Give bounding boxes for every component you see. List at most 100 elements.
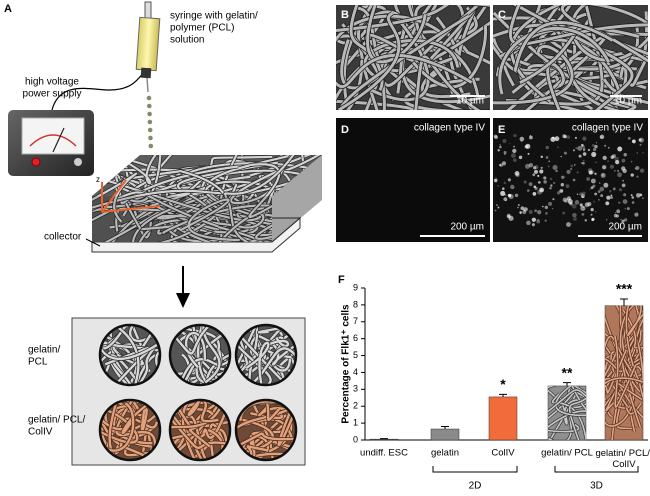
speckle (623, 153, 627, 157)
speckle (554, 136, 560, 142)
panel-label: B (341, 9, 349, 21)
speckle (514, 193, 519, 198)
speckle (564, 198, 569, 203)
speckle (630, 173, 634, 177)
fiber (175, 400, 202, 417)
speckle (562, 211, 566, 215)
speckle (639, 168, 645, 173)
speckle (566, 222, 571, 227)
speckle (584, 202, 590, 208)
speckle (634, 167, 637, 170)
power-dial (21, 117, 85, 155)
speckle (532, 192, 537, 196)
droplet (146, 95, 152, 101)
speckle (636, 152, 638, 154)
speckle (577, 145, 583, 151)
fiber (627, 305, 643, 337)
flow-arrow-head (176, 293, 190, 308)
speckle (544, 205, 549, 210)
group-label: 3D (590, 481, 603, 492)
speckle (622, 199, 628, 204)
fiber (509, 5, 648, 46)
speckle (615, 159, 620, 165)
speckle (589, 170, 595, 175)
speckle (559, 188, 564, 193)
syringe-label: polymer (PCL) (170, 23, 234, 34)
speckle (497, 185, 499, 187)
fiber (170, 403, 224, 435)
speckle (539, 187, 545, 193)
speckle (499, 144, 501, 146)
speckle (610, 155, 615, 159)
speckle (496, 204, 498, 206)
speckle (510, 184, 515, 190)
speckle (497, 206, 500, 209)
speckle (581, 145, 586, 149)
speckle (553, 181, 556, 185)
speckle (499, 145, 502, 149)
speckle (631, 201, 635, 204)
fiber (245, 341, 270, 385)
speckle (600, 172, 606, 178)
fiber (253, 400, 281, 421)
speckle (634, 212, 639, 217)
speckle (565, 184, 570, 189)
speckle (623, 193, 627, 197)
speckle (580, 205, 586, 211)
error-bar (441, 425, 449, 430)
group-bracket (554, 466, 639, 473)
speckle (560, 182, 565, 187)
speckle (570, 223, 572, 225)
fiber (236, 325, 272, 385)
error-bar (380, 438, 388, 440)
speckle (503, 181, 506, 185)
speckle (550, 136, 556, 142)
speckle (563, 135, 567, 139)
fiber (104, 417, 159, 453)
speckle (618, 201, 621, 204)
speckle (512, 148, 517, 154)
speckle (556, 191, 561, 195)
fiber (92, 172, 317, 210)
speckle (582, 149, 585, 152)
speckle (595, 161, 597, 163)
y-tick-label: 2 (353, 401, 358, 411)
speckle (494, 209, 497, 212)
fiber (103, 192, 190, 209)
power-knob (74, 158, 82, 166)
speckle (542, 205, 544, 208)
speckle (543, 176, 547, 180)
speckle (624, 218, 628, 222)
speckle (642, 152, 644, 154)
speckle (601, 173, 604, 177)
fiber (92, 155, 273, 242)
fiber (115, 400, 157, 455)
dial-arc (29, 134, 77, 147)
speckle (571, 203, 577, 209)
row-label: gelatin/ (28, 345, 60, 356)
y-axis-label: Percentage of Flk1⁺ cells (341, 304, 352, 424)
speckle (537, 210, 542, 215)
axis-arrow (101, 205, 161, 213)
speckle (531, 217, 537, 222)
speckle (610, 194, 613, 197)
speckle (582, 152, 587, 156)
well-rim (98, 323, 162, 387)
speckle (642, 197, 644, 199)
speckle (499, 164, 501, 166)
bar (488, 396, 518, 441)
speckle (513, 158, 517, 162)
speckle (594, 172, 597, 176)
axis-letter: z (96, 175, 100, 184)
fiber (100, 329, 108, 373)
y-tick-label: 4 (353, 367, 358, 377)
fiber (236, 347, 296, 385)
speckle (573, 217, 577, 221)
fiber (194, 219, 249, 234)
droplet (147, 127, 153, 133)
power-label: high voltage (25, 77, 79, 88)
speckle (626, 207, 630, 211)
speckle (579, 192, 583, 196)
speckle (639, 143, 642, 146)
